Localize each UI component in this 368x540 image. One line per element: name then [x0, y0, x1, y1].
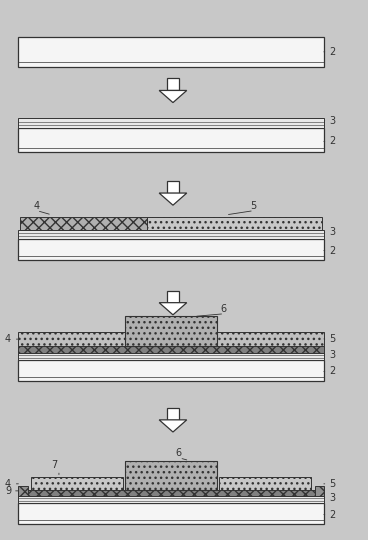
Bar — [18, 230, 324, 239]
Bar — [147, 217, 322, 230]
Text: 5: 5 — [329, 479, 336, 489]
Bar — [20, 217, 147, 230]
Bar — [18, 503, 324, 524]
Text: 3: 3 — [329, 116, 336, 126]
Text: 3: 3 — [329, 492, 336, 503]
Text: 7: 7 — [52, 460, 58, 470]
Bar — [18, 496, 324, 503]
Text: 4: 4 — [5, 334, 11, 344]
Bar — [18, 486, 28, 496]
Bar — [18, 346, 324, 353]
Text: 5: 5 — [329, 334, 336, 344]
Bar — [18, 360, 324, 381]
Text: 2: 2 — [329, 47, 336, 57]
Bar — [315, 486, 324, 496]
Polygon shape — [159, 302, 187, 315]
Bar — [219, 477, 311, 490]
Bar — [18, 118, 324, 128]
Text: 6: 6 — [220, 303, 227, 314]
Bar — [18, 332, 324, 346]
Bar — [125, 316, 217, 346]
Bar — [18, 490, 324, 496]
Text: 3: 3 — [329, 227, 336, 237]
Text: 5: 5 — [250, 200, 256, 211]
Bar — [18, 37, 324, 67]
Text: 2: 2 — [329, 367, 336, 376]
Text: 3: 3 — [329, 349, 336, 360]
Bar — [18, 239, 324, 260]
Text: 4: 4 — [33, 200, 39, 211]
Polygon shape — [159, 193, 187, 205]
Bar — [167, 181, 179, 193]
Text: 4: 4 — [5, 479, 11, 489]
Text: 2: 2 — [329, 510, 336, 519]
Text: 2: 2 — [329, 246, 336, 255]
Text: 6: 6 — [176, 448, 182, 458]
Bar — [31, 477, 123, 490]
Text: 9: 9 — [5, 486, 11, 496]
Polygon shape — [159, 420, 187, 432]
Bar — [18, 353, 324, 360]
Bar — [18, 128, 324, 152]
Bar — [167, 408, 179, 420]
Bar — [167, 78, 179, 90]
Bar — [167, 291, 179, 302]
Bar — [125, 461, 217, 490]
Polygon shape — [159, 90, 187, 103]
Text: 2: 2 — [329, 136, 336, 146]
